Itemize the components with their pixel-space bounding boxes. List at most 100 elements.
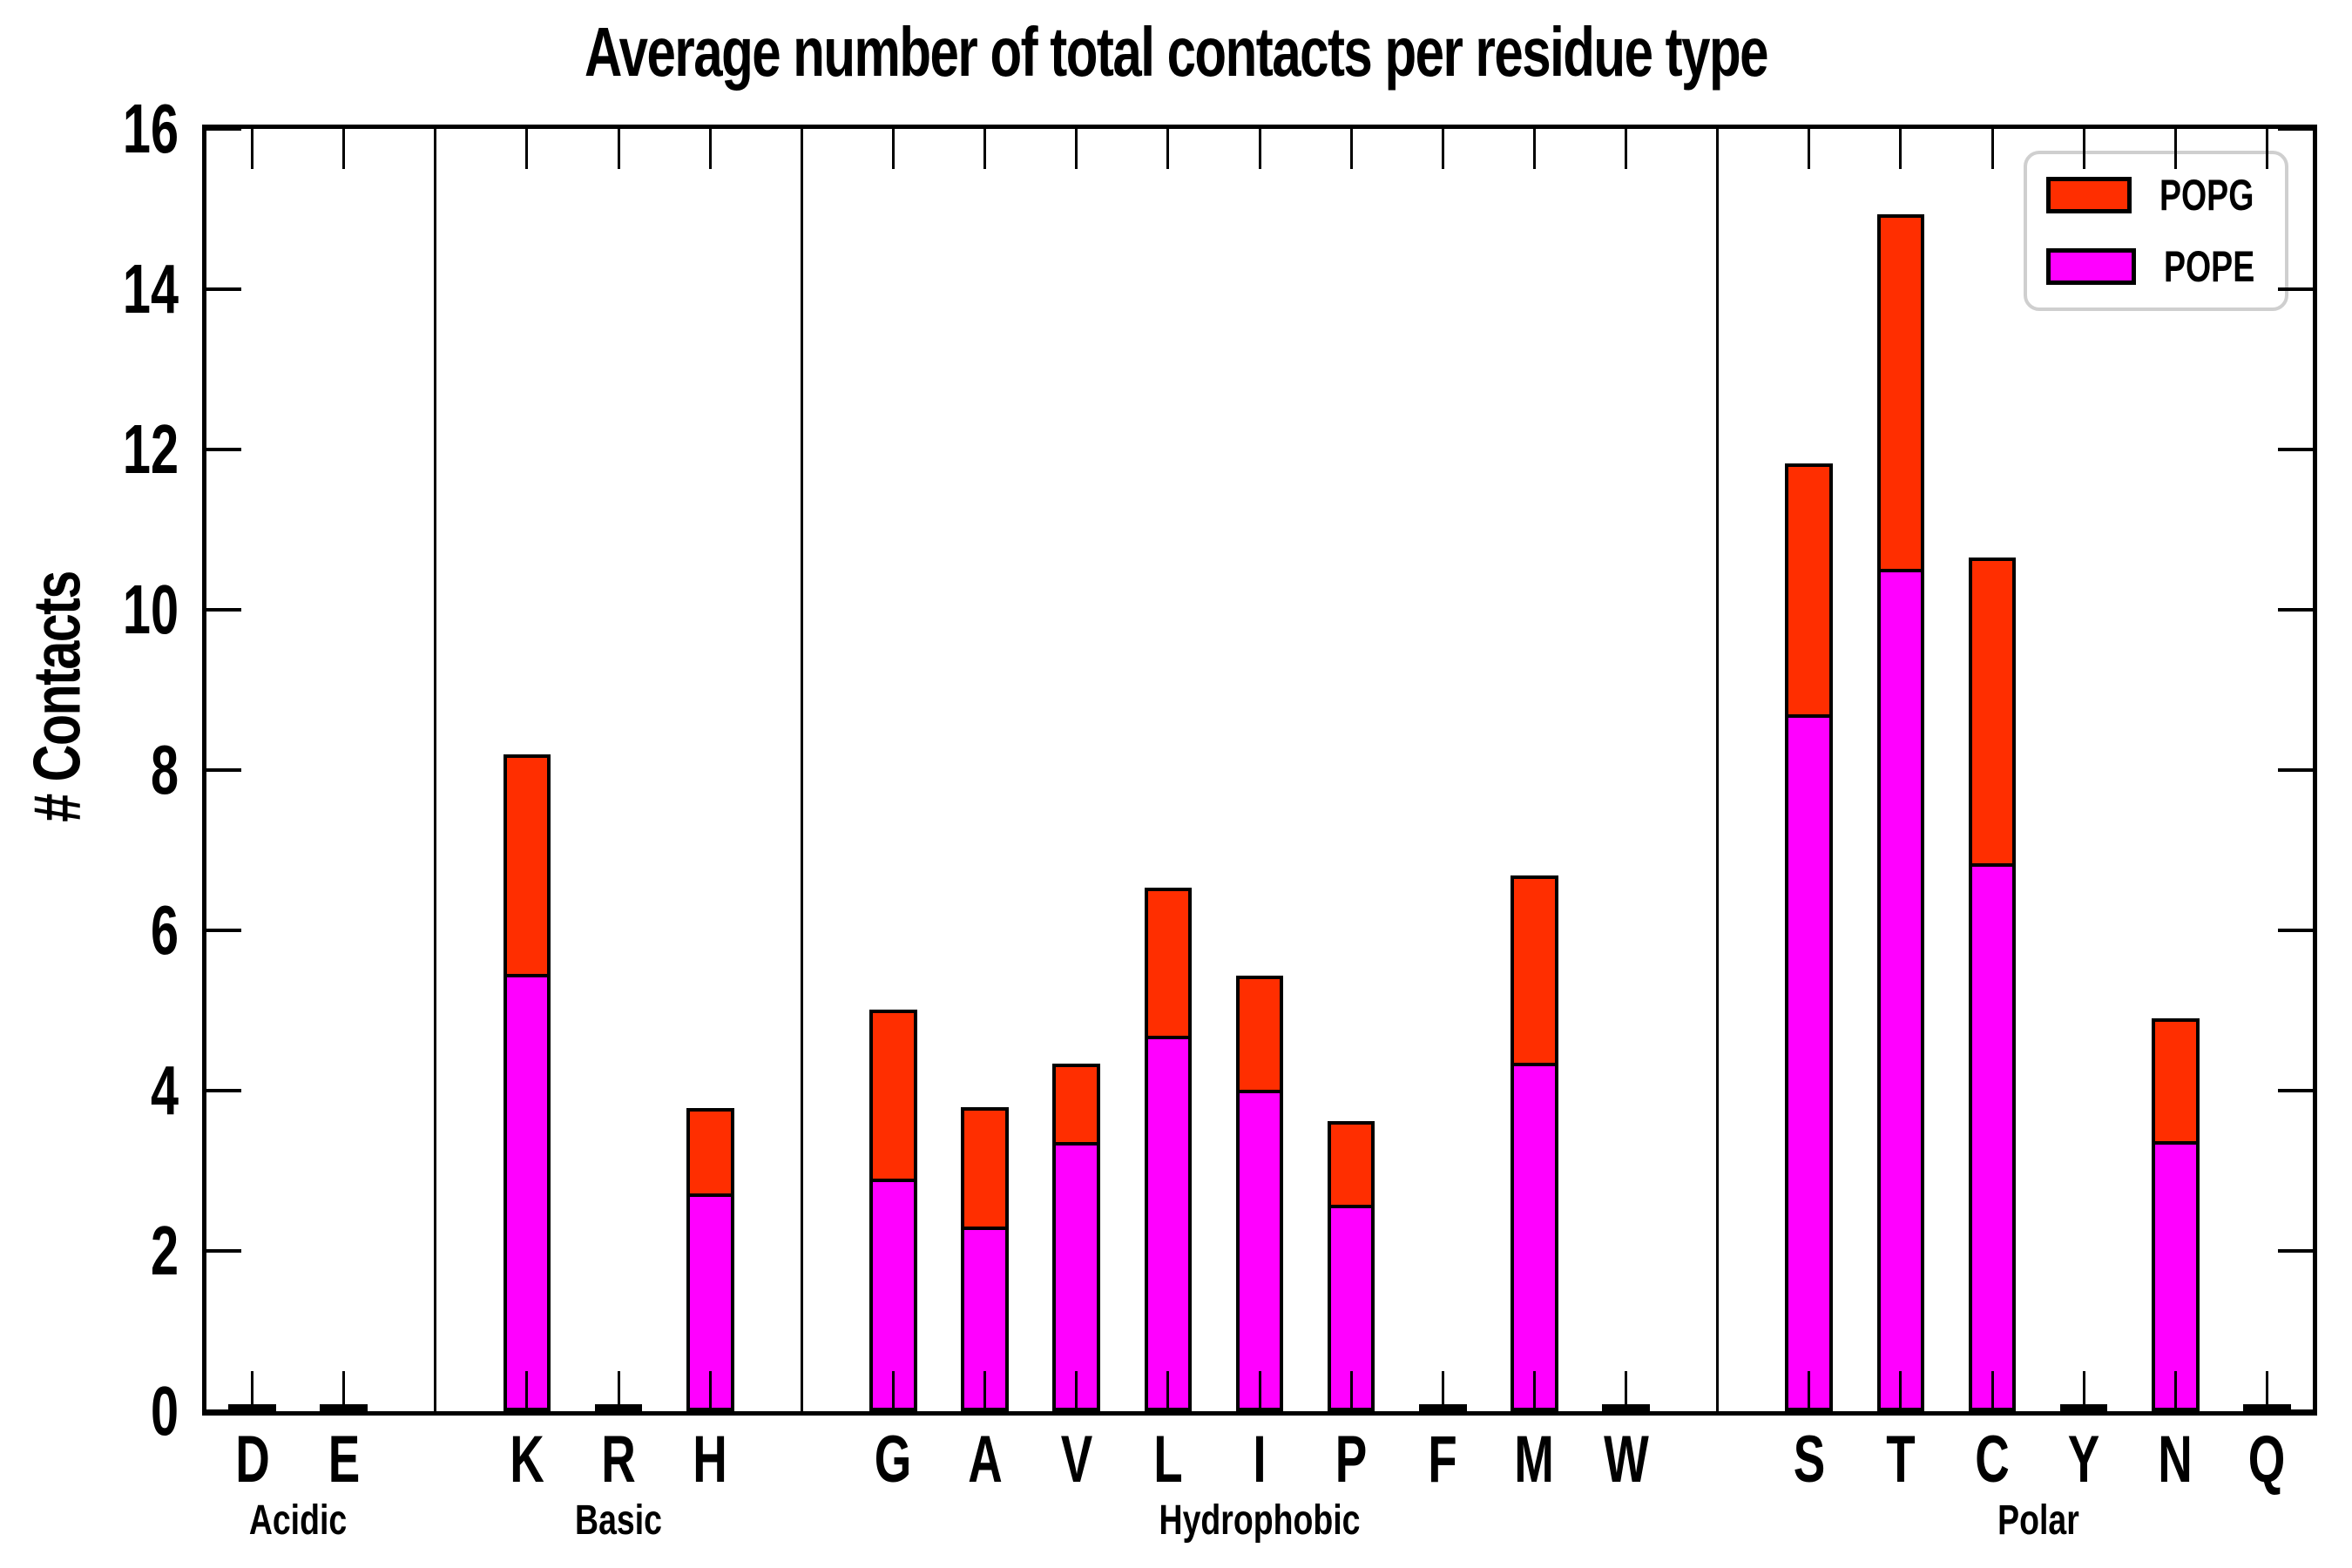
x-tick-top-W [1625,129,1628,169]
x-tick-top-V [1075,129,1078,169]
x-tick-label-H: H [693,1423,727,1497]
y-tick-left-10 [206,608,241,612]
y-tick-label-6: 6 [150,891,179,969]
bar-slot-K [481,129,572,1411]
bar-slot-S [1763,129,1855,1411]
x-tick-bottom-W [1625,1371,1628,1411]
x-tick-bottom-L [1166,1371,1170,1411]
x-tick-bottom-K [525,1371,529,1411]
x-tick-top-C [1990,129,1994,169]
bar-A [961,1107,1009,1411]
x-tick-bottom-F [1441,1371,1444,1411]
x-tick-bottom-T [1899,1371,1903,1411]
bar-M [1511,875,1558,1411]
x-tick-label-A: A [967,1423,1003,1497]
bar-slot-W [1580,129,1672,1411]
x-tick-bottom-M [1532,1371,1536,1411]
bar-slot-Y [2038,129,2130,1411]
x-tick-label-N: N [2158,1423,2193,1497]
bar-slot-E [298,129,389,1411]
y-tick-left-16 [206,127,241,131]
x-tick-label-E: E [328,1423,360,1497]
y-tick-label-8: 8 [150,731,179,808]
x-tick-bottom-Y [2082,1371,2085,1411]
x-tick-top-P [1349,129,1353,169]
bar-S-popg-segment [1788,466,1830,719]
y-tick-left-2 [206,1249,241,1253]
bar-G-popg-segment [873,1013,914,1183]
chart-title: Average number of total contacts per res… [585,13,1768,91]
x-tick-bottom-V [1075,1371,1078,1411]
bar-P-popg-segment [1330,1124,1372,1209]
x-tick-top-G [891,129,895,169]
bar-V [1052,1063,1101,1411]
x-tick-top-Y [2082,129,2085,169]
x-tick-bottom-D [251,1371,254,1411]
x-tick-label-R: R [601,1423,636,1497]
bar-T [1876,213,1925,1411]
y-tick-label-10: 10 [122,571,179,648]
x-tick-bottom-E [342,1371,346,1411]
residue-group-labels: Acidic Basic Hydrophobic Polar [206,1497,2313,1549]
bar-slot-F [1397,129,1489,1411]
bar-slot-N [2130,129,2221,1411]
bar-L-popg-segment [1147,891,1189,1039]
x-tick-top-L [1166,129,1170,169]
x-tick-top-Q [2265,129,2268,169]
x-tick-top-M [1532,129,1536,169]
bar-H [686,1108,734,1411]
bar-T-popg-segment [1880,217,1922,572]
x-tick-top-I [1258,129,1261,169]
bar-slot-L [1122,129,1213,1411]
x-tick-bottom-H [708,1371,712,1411]
bar-slot-A [939,129,1031,1411]
legend: POPG POPE [2024,151,2288,311]
y-tick-right-0 [2278,1409,2313,1413]
legend-swatch-POPG [2046,177,2132,213]
bar-I [1235,976,1284,1411]
bar-slot-V [1031,129,1122,1411]
x-tick-label-P: P [1335,1423,1368,1497]
x-tick-label-I: I [1253,1423,1267,1497]
x-tick-top-N [2173,129,2177,169]
y-tick-labels: 0 2 4 6 8 10 12 14 16 [0,90,179,1450]
x-tick-label-W: W [1603,1423,1649,1497]
x-tick-bottom-G [891,1371,895,1411]
x-tick-label-Q: Q [2248,1423,2286,1497]
x-tick-label-Y: Y [2067,1423,2100,1497]
bar-S [1785,463,1834,1411]
x-tick-label-L: L [1153,1423,1183,1497]
x-tick-bottom-P [1349,1371,1353,1411]
x-tick-top-F [1441,129,1444,169]
y-tick-left-6 [206,929,241,932]
x-tick-bottom-A [983,1371,987,1411]
bar-N-popg-segment [2154,1022,2196,1146]
legend-item-POPG: POPG [2046,170,2285,220]
group-label-Polar: Polar [1997,1497,2079,1544]
y-tick-left-4 [206,1089,241,1092]
x-tick-label-C: C [1975,1423,2010,1497]
bar-M-popg-segment [1514,878,1555,1066]
group-label-Acidic: Acidic [248,1497,348,1544]
x-tick-label-F: F [1428,1423,1457,1497]
x-tick-top-H [708,129,712,169]
y-tick-right-12 [2278,448,2313,451]
y-tick-right-14 [2278,287,2313,291]
y-tick-right-2 [2278,1249,2313,1253]
x-tick-top-S [1808,129,1811,169]
group-label-Hydrophobic: Hydrophobic [1159,1497,1361,1544]
y-tick-label-4: 4 [150,1051,179,1129]
bar-slot-M [1489,129,1580,1411]
y-tick-right-10 [2278,608,2313,612]
y-tick-left-12 [206,448,241,451]
y-tick-left-8 [206,768,241,772]
y-tick-label-16: 16 [122,90,179,167]
bar-L [1144,888,1193,1411]
bar-slot-T [1855,129,1946,1411]
x-tick-bottom-S [1808,1371,1811,1411]
legend-item-POPE: POPE [2046,241,2285,292]
bar-G [869,1010,917,1411]
x-tick-label-S: S [1793,1423,1826,1497]
